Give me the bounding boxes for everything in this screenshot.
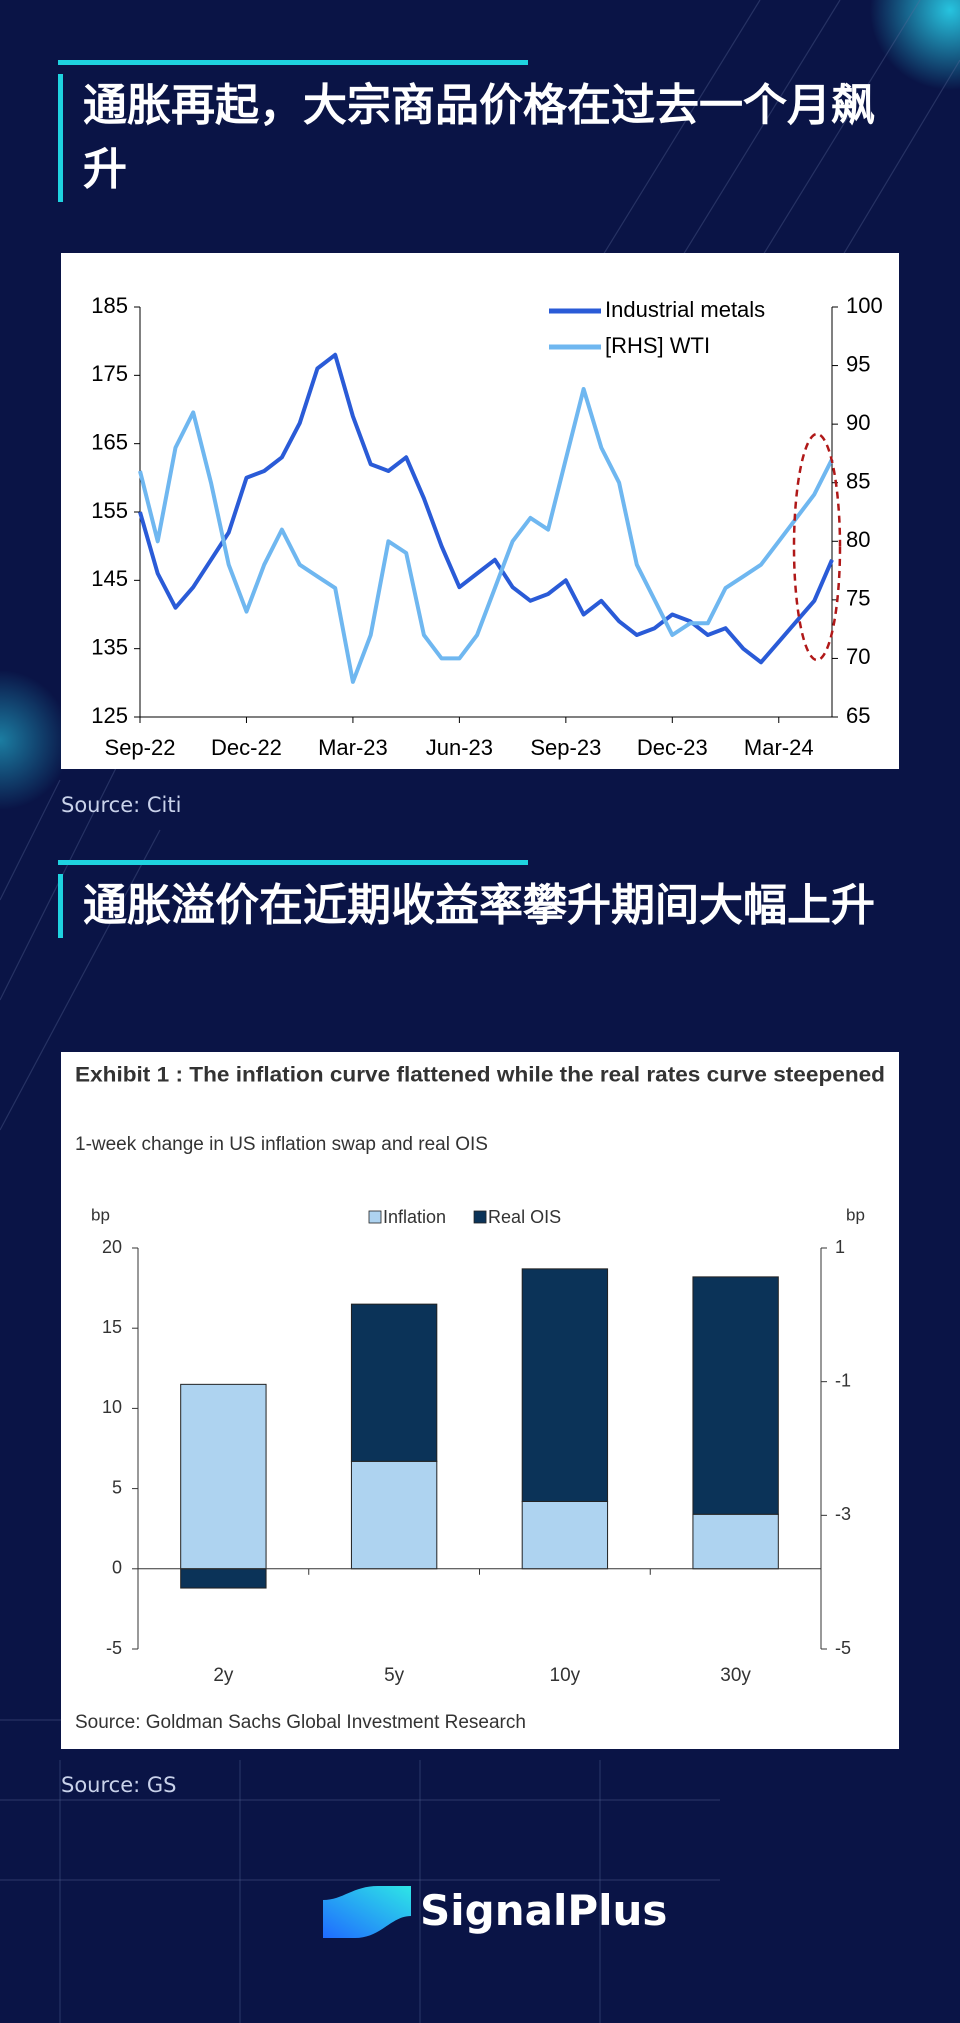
heading-accent bbox=[58, 60, 528, 65]
heading-accent bbox=[58, 860, 528, 865]
y2-tick-label: 95 bbox=[846, 351, 870, 376]
y2-tick-label: 85 bbox=[846, 469, 870, 494]
y2-tick-label: -5 bbox=[835, 1638, 851, 1658]
source-note: Source: Citi bbox=[61, 793, 182, 817]
logo-icon bbox=[323, 1886, 411, 1938]
x-tick-label: Jun-23 bbox=[426, 735, 493, 760]
series-line bbox=[138, 387, 834, 684]
chart-card: 125 135 145 155 165 175 185 65 70 75 80 85 90 95 100 Se… bbox=[61, 253, 899, 769]
y-tick-label: 20 bbox=[102, 1237, 122, 1257]
y-tick-label: -5 bbox=[106, 1638, 122, 1658]
x-tick-label: 2y bbox=[213, 1665, 234, 1686]
y-tick-label: 185 bbox=[91, 293, 128, 318]
y2-tick-label: 100 bbox=[846, 293, 883, 318]
legend-label: [RHS] WTI bbox=[605, 333, 710, 358]
glow bbox=[870, 0, 960, 90]
x-tick-label: Dec-23 bbox=[637, 735, 708, 760]
logo: SignalPlus bbox=[323, 1878, 667, 1944]
y-tick-label: 155 bbox=[91, 498, 128, 523]
highlight-ellipse bbox=[792, 432, 842, 662]
y2-tick-label: -3 bbox=[835, 1504, 851, 1524]
y-tick-label: 5 bbox=[112, 1477, 122, 1497]
x-tick-label: Sep-22 bbox=[105, 735, 176, 760]
bar-segment bbox=[350, 1460, 438, 1570]
bar-segment bbox=[521, 1500, 609, 1570]
bar-chart: Exhibit 1 : The inflation curve flattene… bbox=[75, 1064, 885, 1733]
x-tick-label: Mar-23 bbox=[318, 735, 388, 760]
x-tick-label: Dec-22 bbox=[211, 735, 282, 760]
y2-tick-label: -1 bbox=[835, 1370, 851, 1390]
y-tick-label: 125 bbox=[91, 703, 128, 728]
chart-subtitle: 1-week change in US inflation swap and r… bbox=[75, 1134, 488, 1155]
series-line bbox=[138, 352, 834, 665]
y2-tick-label: 90 bbox=[846, 410, 870, 435]
x-tick-label: 30y bbox=[720, 1665, 751, 1686]
chart-title: Exhibit 1 : The inflation curve flattene… bbox=[75, 1064, 885, 1087]
bar-segment bbox=[521, 1268, 609, 1502]
chart-card: Exhibit 1 : The inflation curve flattene… bbox=[61, 1052, 899, 1749]
y-tick-label: 0 bbox=[112, 1558, 122, 1578]
y2-tick-label: 75 bbox=[846, 586, 870, 611]
line-chart: 125 135 145 155 165 175 185 65 70 75 80 85 90 95 100 Se… bbox=[91, 293, 883, 760]
y2-tick-label: 1 bbox=[835, 1237, 845, 1257]
y2-tick-label: 65 bbox=[846, 703, 870, 728]
y-tick-label: 15 bbox=[102, 1317, 122, 1337]
y-axis-label: bp bbox=[91, 1205, 110, 1224]
glow bbox=[0, 670, 70, 810]
y-tick-label: 165 bbox=[91, 429, 128, 454]
y-tick-label: 135 bbox=[91, 634, 128, 659]
section-heading: 通胀溢价在近期收益率攀升期间大幅上升 bbox=[58, 874, 913, 938]
legend-label: Inflation bbox=[383, 1207, 446, 1227]
section-heading: 通胀再起，大宗商品价格在过去一个月飙升 bbox=[58, 74, 913, 202]
bar-segment bbox=[692, 1276, 779, 1515]
logo-text: SignalPlus bbox=[420, 1886, 668, 1935]
y2-axis-label: bp bbox=[846, 1205, 865, 1224]
x-tick-label: Mar-24 bbox=[744, 735, 814, 760]
legend-swatch bbox=[473, 1210, 487, 1224]
bar-segment bbox=[180, 1568, 267, 1589]
y2-tick-label: 70 bbox=[846, 644, 870, 669]
y-tick-label: 10 bbox=[102, 1397, 122, 1417]
y-tick-label: 145 bbox=[91, 566, 128, 591]
legend-swatch bbox=[368, 1210, 382, 1224]
y2-tick-label: 80 bbox=[846, 527, 870, 552]
x-tick-label: 10y bbox=[550, 1665, 581, 1686]
x-tick-label: 5y bbox=[384, 1665, 405, 1686]
source-note: Source: GS bbox=[61, 1773, 177, 1797]
legend-label: Real OIS bbox=[488, 1207, 561, 1227]
bar-segment bbox=[180, 1383, 267, 1570]
chart-source: Source: Goldman Sachs Global Investment … bbox=[75, 1712, 526, 1733]
x-tick-label: Sep-23 bbox=[530, 735, 601, 760]
bar-segment bbox=[350, 1303, 438, 1462]
bar-segment bbox=[692, 1513, 779, 1570]
y-tick-label: 175 bbox=[91, 361, 128, 386]
legend-label: Industrial metals bbox=[605, 297, 765, 322]
